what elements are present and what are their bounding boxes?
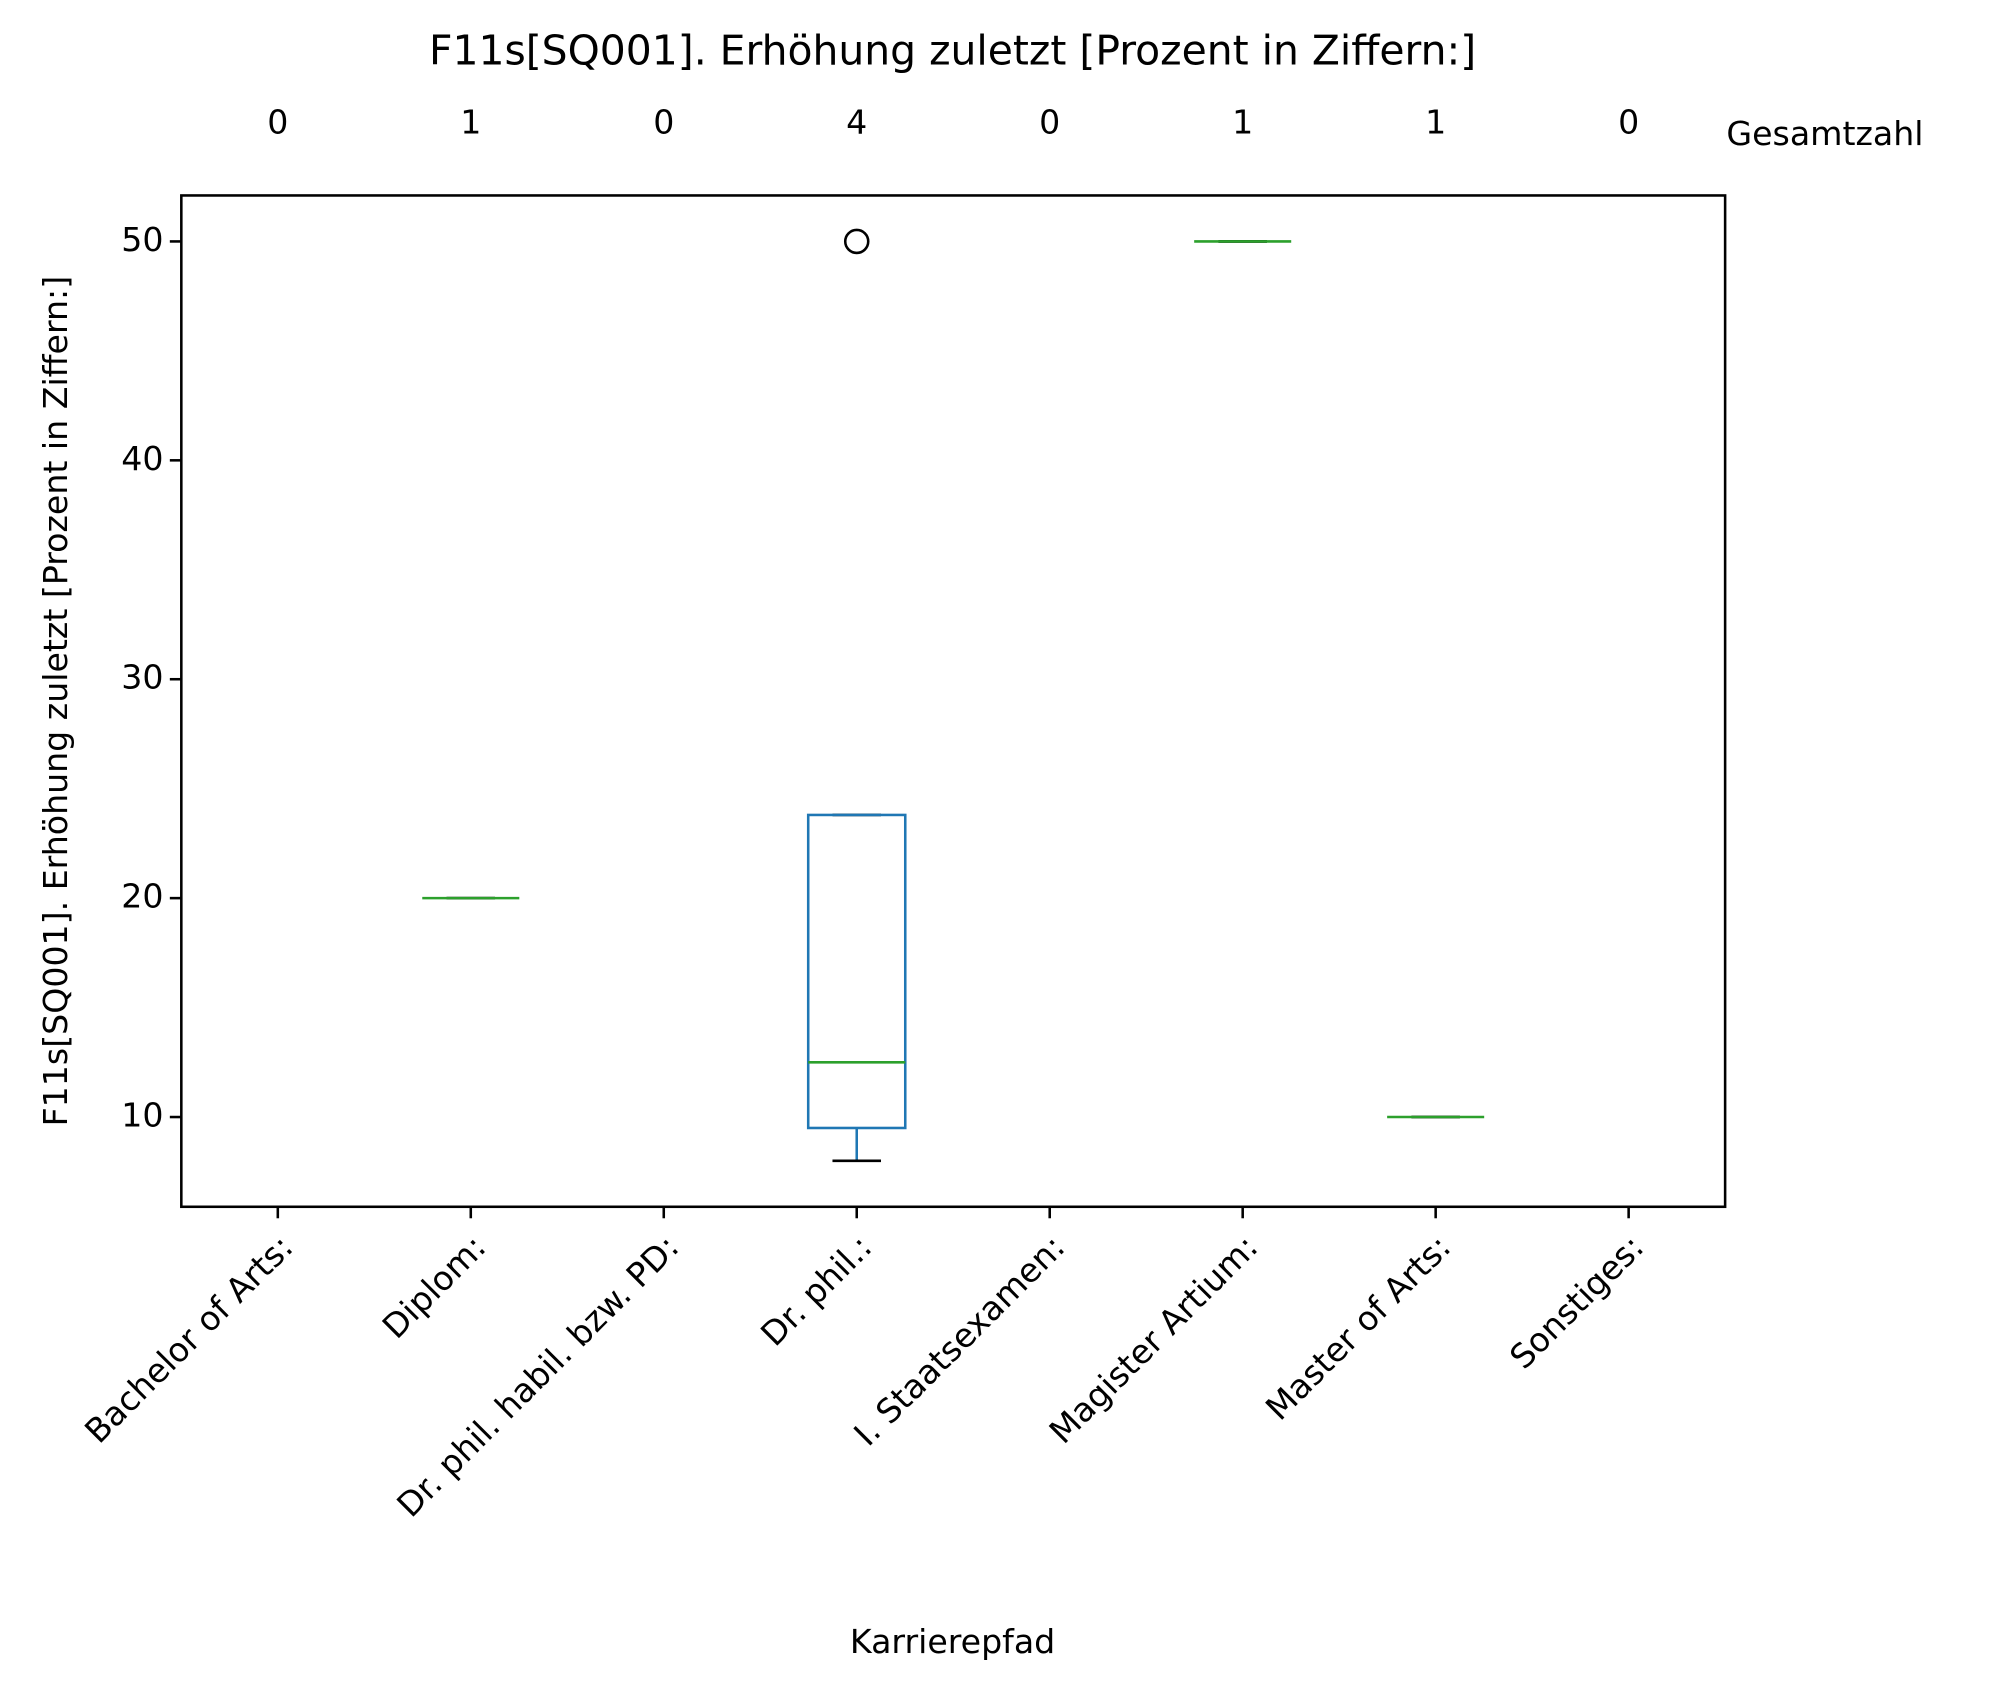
x-tick-label: Diplom: [375, 1227, 494, 1346]
x-tick-label: Magister Artium: [1042, 1227, 1266, 1451]
count-label: 0 [1618, 102, 1639, 141]
plot-frame [180, 194, 1727, 1209]
x-tick-label: Sonstiges: [1502, 1227, 1651, 1376]
y-tick-label: 40 [121, 439, 163, 478]
y-tick-label: 30 [121, 658, 163, 697]
chart-title: F11s[SQ001]. Erhöhung zuletzt [Prozent i… [429, 27, 1476, 75]
y-axis-label: F11s[SQ001]. Erhöhung zuletzt [Prozent i… [36, 276, 75, 1127]
count-label: 1 [1232, 102, 1253, 141]
counts-label: Gesamtzahl [1726, 114, 1923, 153]
count-label: 0 [267, 102, 288, 141]
x-tick-label: Bachelor of Arts: [77, 1227, 300, 1450]
count-label: 1 [1425, 102, 1446, 141]
x-tick-label: Master of Arts: [1258, 1227, 1458, 1427]
x-tick-label: I. Staatsexamen: [846, 1227, 1072, 1453]
y-tick-label: 50 [121, 220, 163, 259]
x-axis-label: Karrierepfad [850, 1622, 1055, 1661]
y-tick-label: 10 [121, 1096, 163, 1135]
x-tick-label: Dr. phil.: [753, 1227, 879, 1353]
count-label: 0 [1039, 102, 1060, 141]
box [806, 813, 907, 1130]
count-label: 0 [653, 102, 674, 141]
y-tick-label: 20 [121, 877, 163, 916]
outlier [843, 228, 870, 255]
count-label: 1 [460, 102, 481, 141]
count-label: 4 [846, 102, 867, 141]
